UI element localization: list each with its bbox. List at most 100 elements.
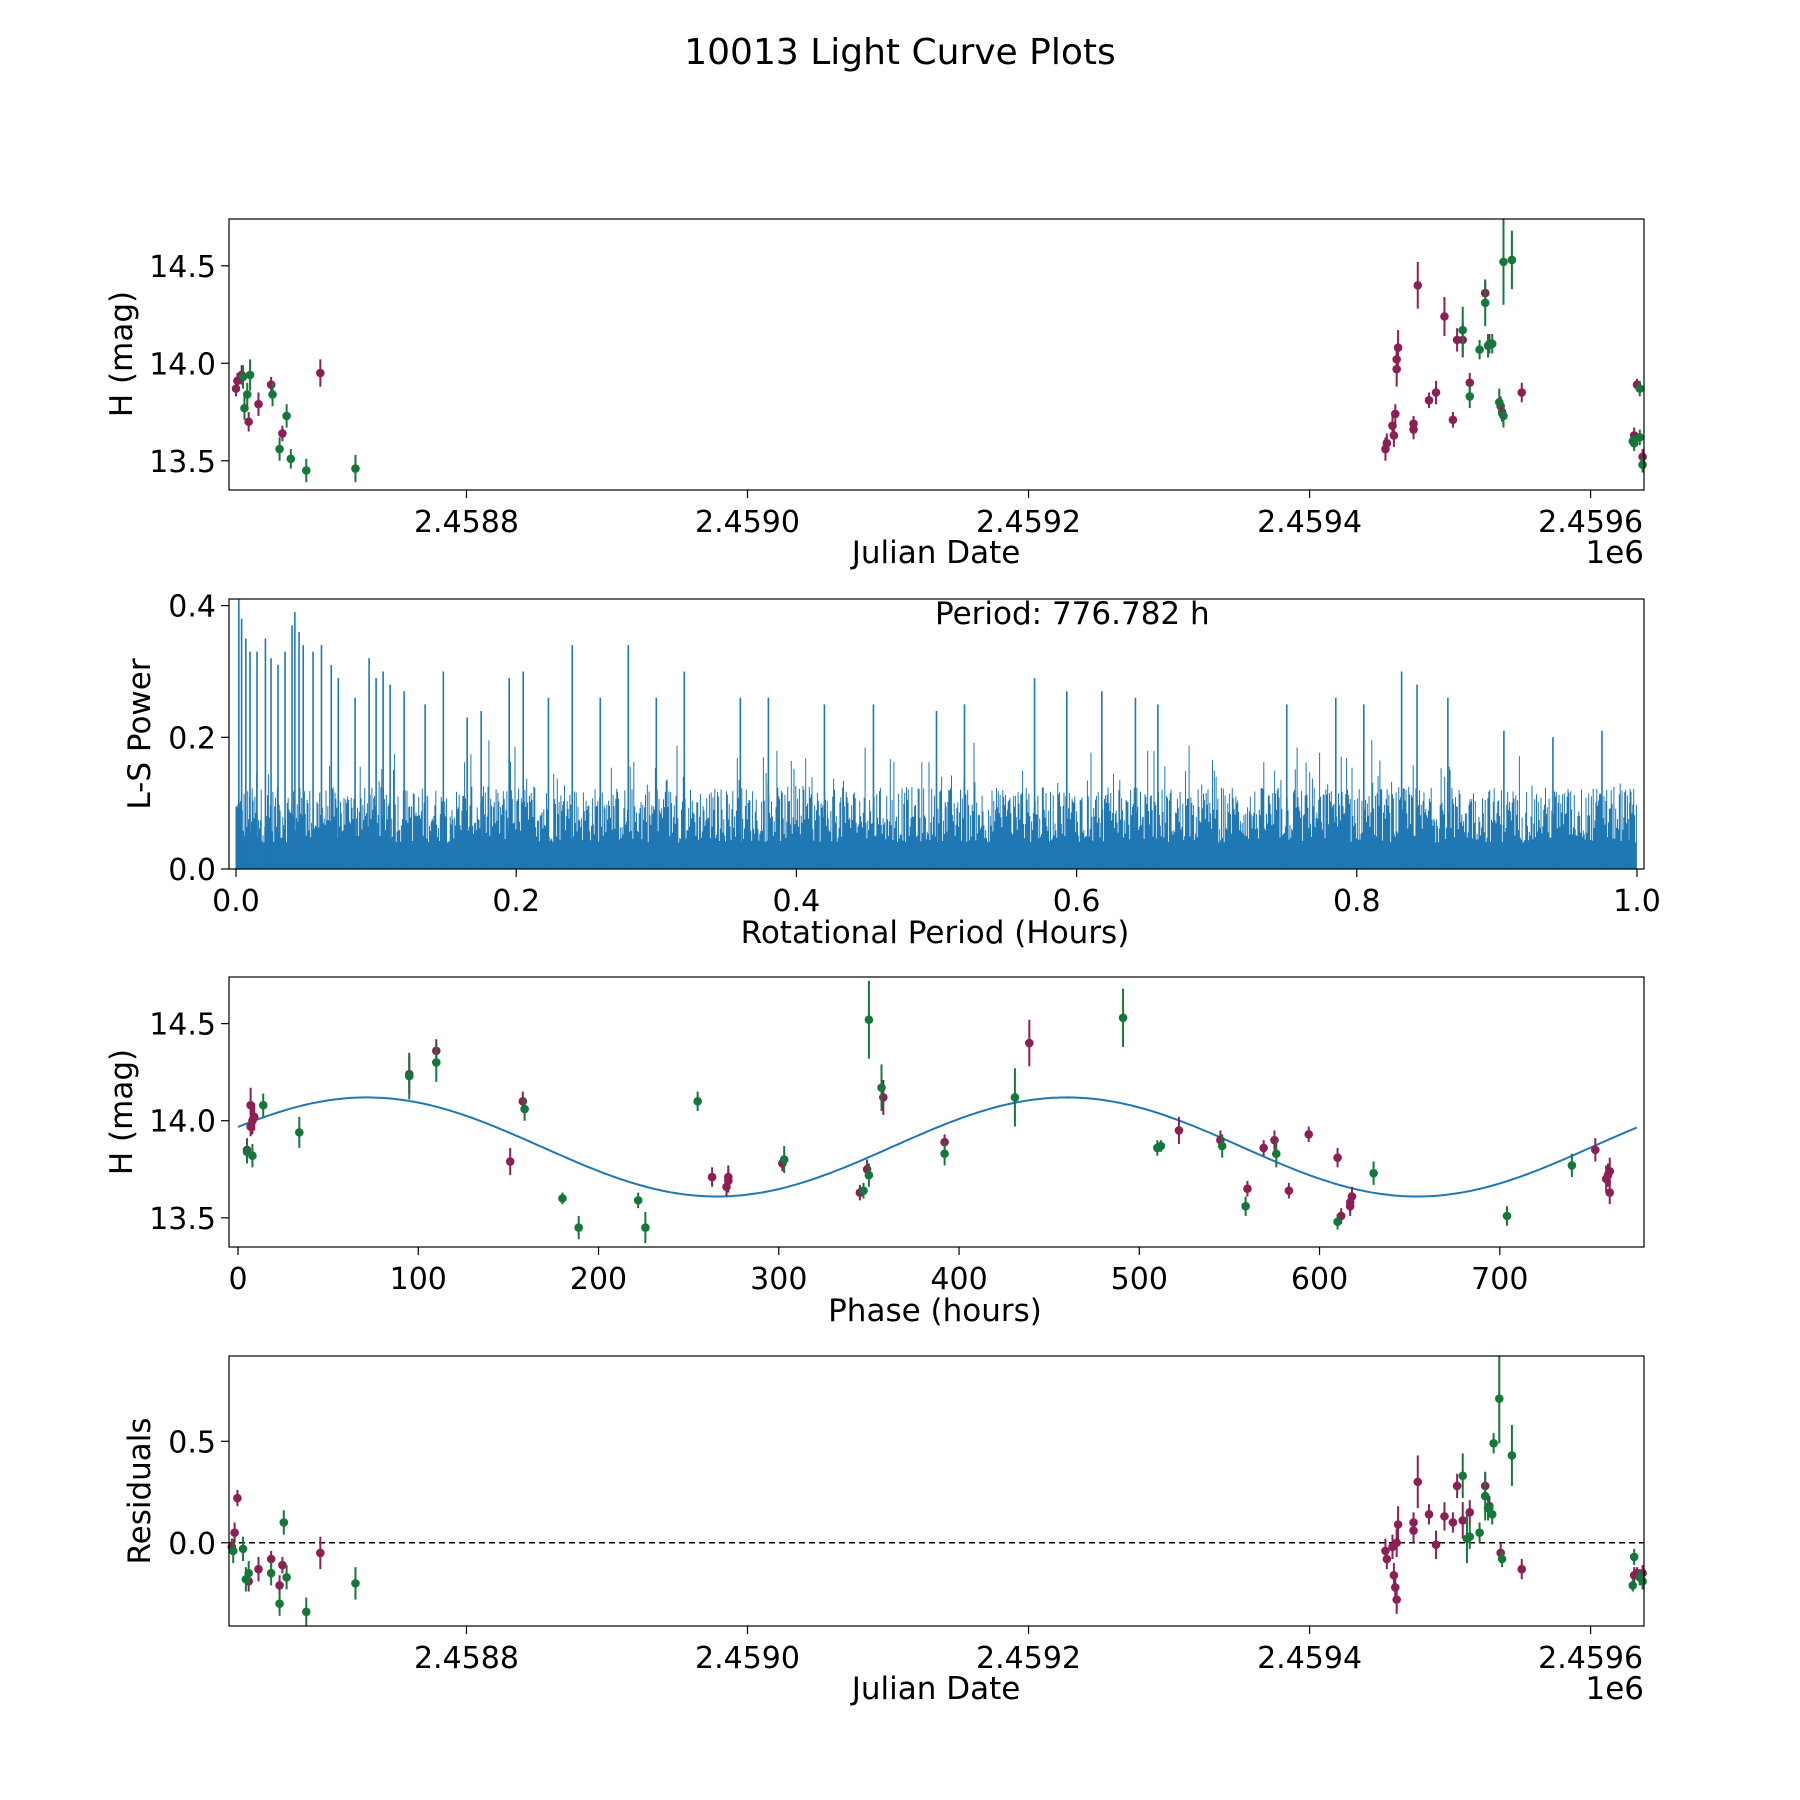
- phased-ylabel: H (mag): [104, 1049, 140, 1175]
- data-point: [351, 1579, 360, 1588]
- y-tick-label: 0.5: [168, 1425, 216, 1460]
- data-point: [1635, 433, 1645, 442]
- data-point: [1494, 1394, 1504, 1403]
- data-point: [1118, 1013, 1128, 1023]
- data-point: [351, 464, 360, 473]
- data-point: [1424, 1510, 1434, 1519]
- lightcurve-xlabel: Julian Date: [850, 535, 1021, 571]
- residuals-frame: [228, 1355, 1645, 1627]
- x-tick-label: 2.4596: [1538, 505, 1643, 540]
- green-series: [242, 980, 1577, 1244]
- data-point: [1517, 388, 1527, 397]
- x-tick-label: 100: [390, 1262, 447, 1297]
- residuals-xticks: 2.4588 2.4590 2.4592 2.4594 2.4596: [414, 1626, 1643, 1676]
- phased-xticks: 0 100 200 300 400 500 600 700: [228, 1247, 1528, 1297]
- data-point: [864, 1015, 874, 1025]
- data-point: [231, 384, 241, 393]
- data-point: [1494, 397, 1504, 407]
- data-point: [1393, 343, 1403, 352]
- data-point: [1502, 1211, 1512, 1221]
- data-point: [268, 390, 277, 399]
- y-tick-label: 0.0: [168, 1527, 216, 1562]
- phased-frame: [228, 976, 1645, 1248]
- data-point: [641, 1223, 650, 1232]
- red-series: [242, 1019, 1615, 1224]
- data-point: [1392, 1595, 1401, 1604]
- data-point: [707, 1172, 717, 1182]
- data-point: [1333, 1217, 1342, 1227]
- power-series: [235, 599, 1637, 869]
- x-tick-label: 0.6: [1053, 884, 1101, 919]
- data-point: [1369, 1168, 1378, 1178]
- data-point: [1413, 280, 1423, 290]
- periodogram-panel: 0.0 0.2 0.4 0.6 0.8 1.0 0.0 0.2 0.4 Period: 776…: [122, 590, 1661, 951]
- data-point: [238, 372, 248, 382]
- data-point: [1605, 1166, 1615, 1176]
- lightcurve-ylabel: H (mag): [104, 291, 140, 417]
- periodogram-xticks: 0.0 0.2 0.4 0.6 0.8 1.0: [212, 869, 1661, 919]
- residuals-offset-label: 1e6: [1585, 1671, 1644, 1707]
- data-point: [278, 429, 287, 438]
- data-point: [1497, 1554, 1507, 1564]
- data-point: [248, 1151, 257, 1161]
- data-point: [518, 1097, 528, 1106]
- x-tick-label: 700: [1471, 1262, 1528, 1297]
- data-point: [1390, 409, 1400, 419]
- x-tick-label: 300: [750, 1262, 807, 1297]
- data-point: [724, 1172, 733, 1182]
- data-point: [1499, 411, 1508, 421]
- data-point: [1638, 460, 1647, 469]
- data-point: [633, 1196, 643, 1205]
- x-tick-label: 2.4590: [695, 505, 800, 540]
- x-tick-label: 2.4592: [976, 1641, 1081, 1676]
- data-point: [266, 380, 276, 390]
- data-point: [558, 1194, 567, 1203]
- x-tick-label: 2.4596: [1538, 1641, 1643, 1676]
- data-point: [249, 1112, 259, 1122]
- data-point: [316, 1548, 325, 1558]
- data-point: [228, 1546, 238, 1556]
- data-point: [1243, 1184, 1252, 1194]
- data-point: [254, 399, 263, 409]
- data-point: [1382, 1554, 1392, 1564]
- data-point: [1489, 1438, 1498, 1448]
- data-point: [1448, 1518, 1458, 1527]
- data-point: [278, 1560, 287, 1570]
- x-tick-label: 2.4588: [414, 505, 519, 540]
- data-point: [1389, 1570, 1399, 1580]
- data-point: [1440, 1512, 1449, 1521]
- lightcurve-xticks: 2.4588 2.4590 2.4592 2.4594 2.4596: [414, 490, 1643, 540]
- data-point: [1507, 255, 1517, 265]
- x-tick-label: 1.0: [1613, 884, 1661, 919]
- phased-xlabel: Phase (hours): [828, 1293, 1042, 1329]
- x-tick-label: 200: [570, 1262, 627, 1297]
- lightcurve-panel: 2.4588 2.4590 2.4592 2.4594 2.4596 13.514.01…: [104, 218, 1647, 571]
- data-point: [1475, 345, 1484, 354]
- data-point: [1025, 1038, 1034, 1048]
- y-tick-label: 14.0: [149, 1105, 216, 1140]
- data-point: [279, 1518, 289, 1527]
- data-point: [1483, 1503, 1493, 1513]
- data-point: [1392, 355, 1401, 364]
- y-tick-label: 14.0: [149, 347, 216, 382]
- lightcurve-yticks: 13.5 14.0 14.5: [149, 250, 229, 480]
- y-tick-label: 0.0: [168, 853, 216, 888]
- x-tick-label: 0.8: [1333, 884, 1381, 919]
- y-tick-label: 14.5: [149, 250, 216, 285]
- data-point: [1605, 1188, 1615, 1197]
- data-point: [266, 1568, 276, 1578]
- data-point: [1393, 1520, 1403, 1529]
- residuals-yticks: 0.0 0.5: [168, 1425, 229, 1562]
- red-series: [227, 1455, 1647, 1614]
- y-tick-label: 14.5: [149, 1008, 216, 1043]
- data-point: [859, 1186, 868, 1195]
- x-tick-label: 2.4594: [1257, 1641, 1362, 1676]
- data-point: [282, 1572, 291, 1582]
- phased-panel: 0 100 200 300 400 500 600 700 13.5 14.0 14.5 Phas…: [104, 976, 1645, 1329]
- power-spikes: [235, 740, 1637, 869]
- y-tick-label: 0.4: [168, 590, 216, 625]
- x-tick-label: 0.0: [212, 884, 260, 919]
- data-point: [275, 1599, 284, 1608]
- data-point: [1431, 1540, 1441, 1550]
